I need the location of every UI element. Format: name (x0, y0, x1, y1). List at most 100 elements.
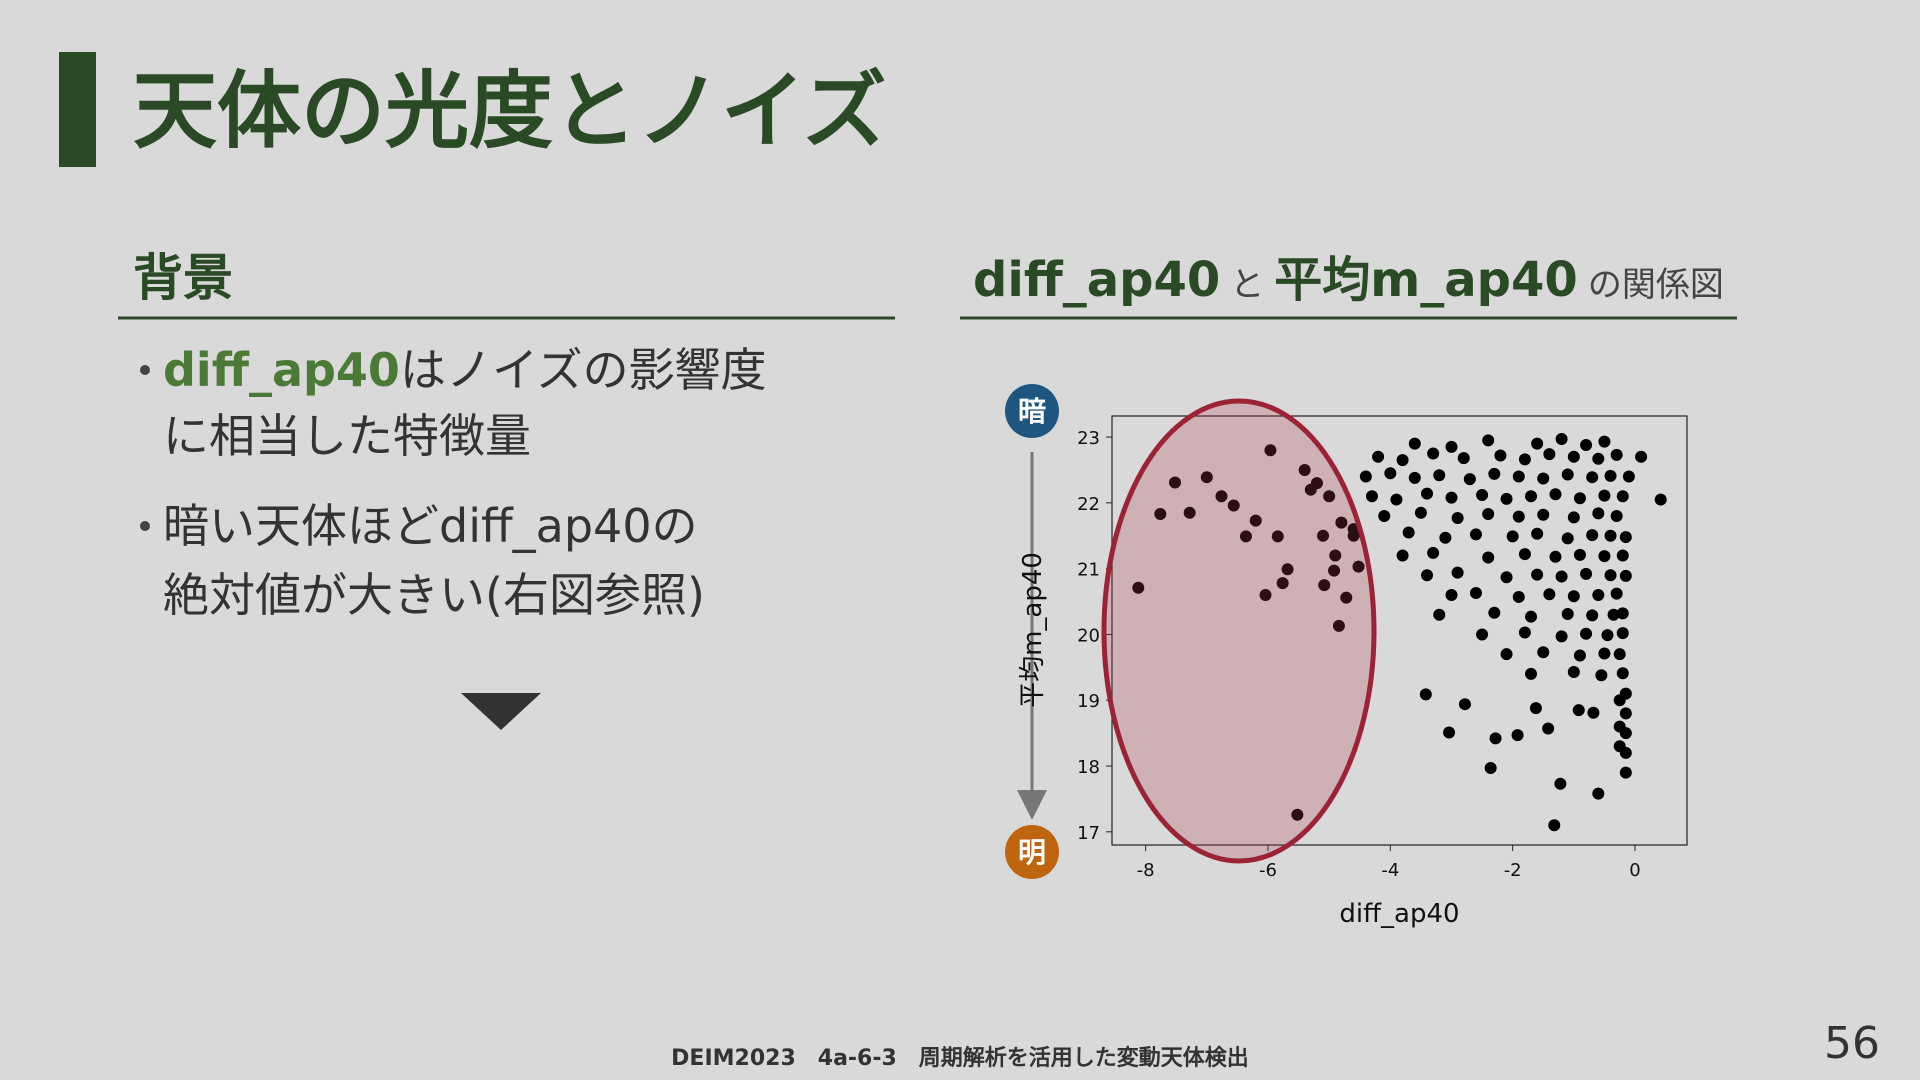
x-tick-label: -4 (1381, 860, 1399, 881)
point (1469, 528, 1482, 541)
point (1518, 453, 1531, 466)
point (1419, 688, 1432, 701)
point (1317, 529, 1330, 542)
bullet-dot (140, 365, 150, 375)
point (1259, 588, 1272, 601)
bullet-dot (140, 521, 150, 531)
point (1616, 549, 1629, 562)
point (1592, 787, 1605, 800)
point (1396, 549, 1409, 562)
point (1445, 491, 1458, 504)
point (1543, 588, 1556, 601)
point (1607, 608, 1620, 621)
point (1414, 506, 1427, 519)
point (1451, 511, 1464, 524)
point (1537, 508, 1550, 521)
point (1512, 510, 1525, 523)
point (1555, 630, 1568, 643)
point (1529, 702, 1542, 715)
title: 天体の光度とノイズ (133, 62, 886, 160)
point (1271, 530, 1284, 543)
point (1390, 493, 1403, 506)
point (1601, 629, 1614, 642)
point (1572, 704, 1585, 717)
point (1561, 468, 1574, 481)
point (1573, 649, 1586, 662)
point (1587, 706, 1600, 719)
point (1500, 492, 1513, 505)
title-bar (59, 52, 96, 167)
bullet-text: はノイズの影響度 (400, 343, 767, 397)
point (1482, 551, 1495, 564)
bullet-line: に相当した特徴量 (163, 409, 531, 463)
point (1555, 433, 1568, 446)
x-tick-label: -8 (1137, 860, 1155, 881)
point (1365, 490, 1378, 503)
point (1445, 440, 1458, 453)
point (1586, 471, 1599, 484)
point (1328, 564, 1341, 577)
point (1318, 579, 1331, 592)
point (1488, 467, 1501, 480)
point (1347, 529, 1360, 542)
point (1457, 452, 1470, 465)
bright-badge (1005, 825, 1059, 879)
y-tick-label: 19 (1077, 691, 1100, 712)
left-heading: 背景 (133, 249, 233, 307)
point (1249, 514, 1262, 527)
point (1613, 648, 1626, 661)
point (1616, 667, 1629, 680)
point (1340, 591, 1353, 604)
bright-label: 明 (1018, 836, 1046, 869)
point (1598, 550, 1611, 563)
point (1433, 469, 1446, 482)
point (1525, 610, 1538, 623)
x-tick-label: 0 (1629, 860, 1640, 881)
point (1396, 454, 1409, 467)
point (1567, 665, 1580, 678)
y-axis-label: 平均m_ap40 (1018, 552, 1048, 708)
point (1329, 549, 1342, 562)
bullet-text: 絶対値が大きい(右図参照) (163, 568, 705, 622)
point (1537, 646, 1550, 659)
bullet-highlight: diff_ap40 (163, 343, 400, 397)
point (1567, 511, 1580, 524)
point (1573, 548, 1586, 561)
point (1506, 530, 1519, 543)
point (1384, 467, 1397, 480)
heading-part: と (1230, 265, 1264, 305)
point (1439, 531, 1452, 544)
point (1482, 508, 1495, 521)
right-heading: diff_ap40 と平均m_ap40 の関係図 (973, 252, 1724, 308)
point (1484, 762, 1497, 775)
point (1476, 488, 1489, 501)
point (1554, 777, 1567, 790)
point (1408, 471, 1421, 484)
point (1613, 740, 1626, 753)
point (1323, 490, 1336, 503)
point (1500, 648, 1513, 661)
point (1445, 588, 1458, 601)
point (1378, 510, 1391, 523)
y-tick-label: 21 (1077, 560, 1100, 581)
y-tick-label: 17 (1077, 823, 1100, 844)
point (1154, 508, 1167, 521)
point (1604, 469, 1617, 482)
point (1592, 452, 1605, 465)
point (1604, 529, 1617, 542)
y-tick-label: 23 (1077, 428, 1100, 449)
point (1281, 563, 1294, 576)
point (1239, 530, 1252, 543)
point (1616, 607, 1629, 620)
point (1476, 628, 1489, 641)
point (1359, 470, 1372, 483)
point (1488, 606, 1501, 619)
point (1598, 647, 1611, 660)
dark-badge (1005, 384, 1059, 438)
footer: DEIM2023 4a-6-3 周期解析を活用した変動天体検出 (671, 1045, 1249, 1071)
point (1525, 667, 1538, 680)
heading-part: 平均m_ap40 (1274, 252, 1578, 308)
point (1580, 567, 1593, 580)
point (1537, 472, 1550, 485)
